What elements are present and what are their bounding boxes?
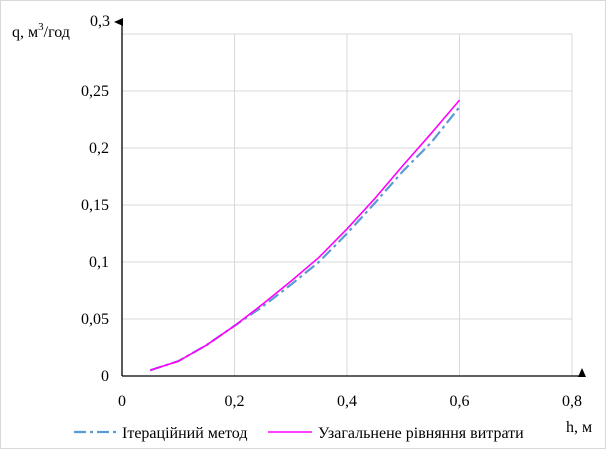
y-tick-label-6: 0,3 bbox=[90, 13, 110, 30]
series-line-0 bbox=[149, 106, 461, 372]
x-tick-label-4: 0,8 bbox=[562, 393, 582, 410]
y-tick-label-4: 0,2 bbox=[89, 140, 109, 157]
y-tick-label-2: 0,1 bbox=[89, 254, 109, 271]
y-tick-label-1: 0,05 bbox=[81, 311, 109, 328]
x-tick-label-2: 0,4 bbox=[337, 393, 357, 410]
tick-labels: 0 0,2 0,4 0,6 0,8 0 0,05 0,1 0,15 0,2 0,25 0,3 bbox=[81, 13, 582, 410]
x-tick-label-1: 0,2 bbox=[225, 393, 245, 410]
legend-label-iterative: Ітераційний метод bbox=[122, 425, 247, 442]
legend-label-generalized: Узагальнене рівняння витрати bbox=[318, 425, 524, 442]
x-axis-label: h, м bbox=[566, 419, 592, 436]
axes bbox=[114, 18, 586, 377]
y-axis-label: q, м3/год bbox=[12, 21, 70, 41]
series-layer bbox=[149, 99, 461, 372]
grid bbox=[122, 33, 573, 376]
y-tick-label-5: 0,25 bbox=[81, 83, 109, 100]
y-tick-label-0: 0 bbox=[101, 368, 109, 385]
legend: Ітераційний метод Узагальнене рівняння в… bbox=[74, 425, 524, 442]
x-tick-label-3: 0,6 bbox=[450, 393, 470, 410]
series-line-1 bbox=[149, 99, 461, 372]
x-tick-label-0: 0 bbox=[118, 393, 126, 410]
y-tick-label-3: 0,15 bbox=[81, 197, 109, 214]
